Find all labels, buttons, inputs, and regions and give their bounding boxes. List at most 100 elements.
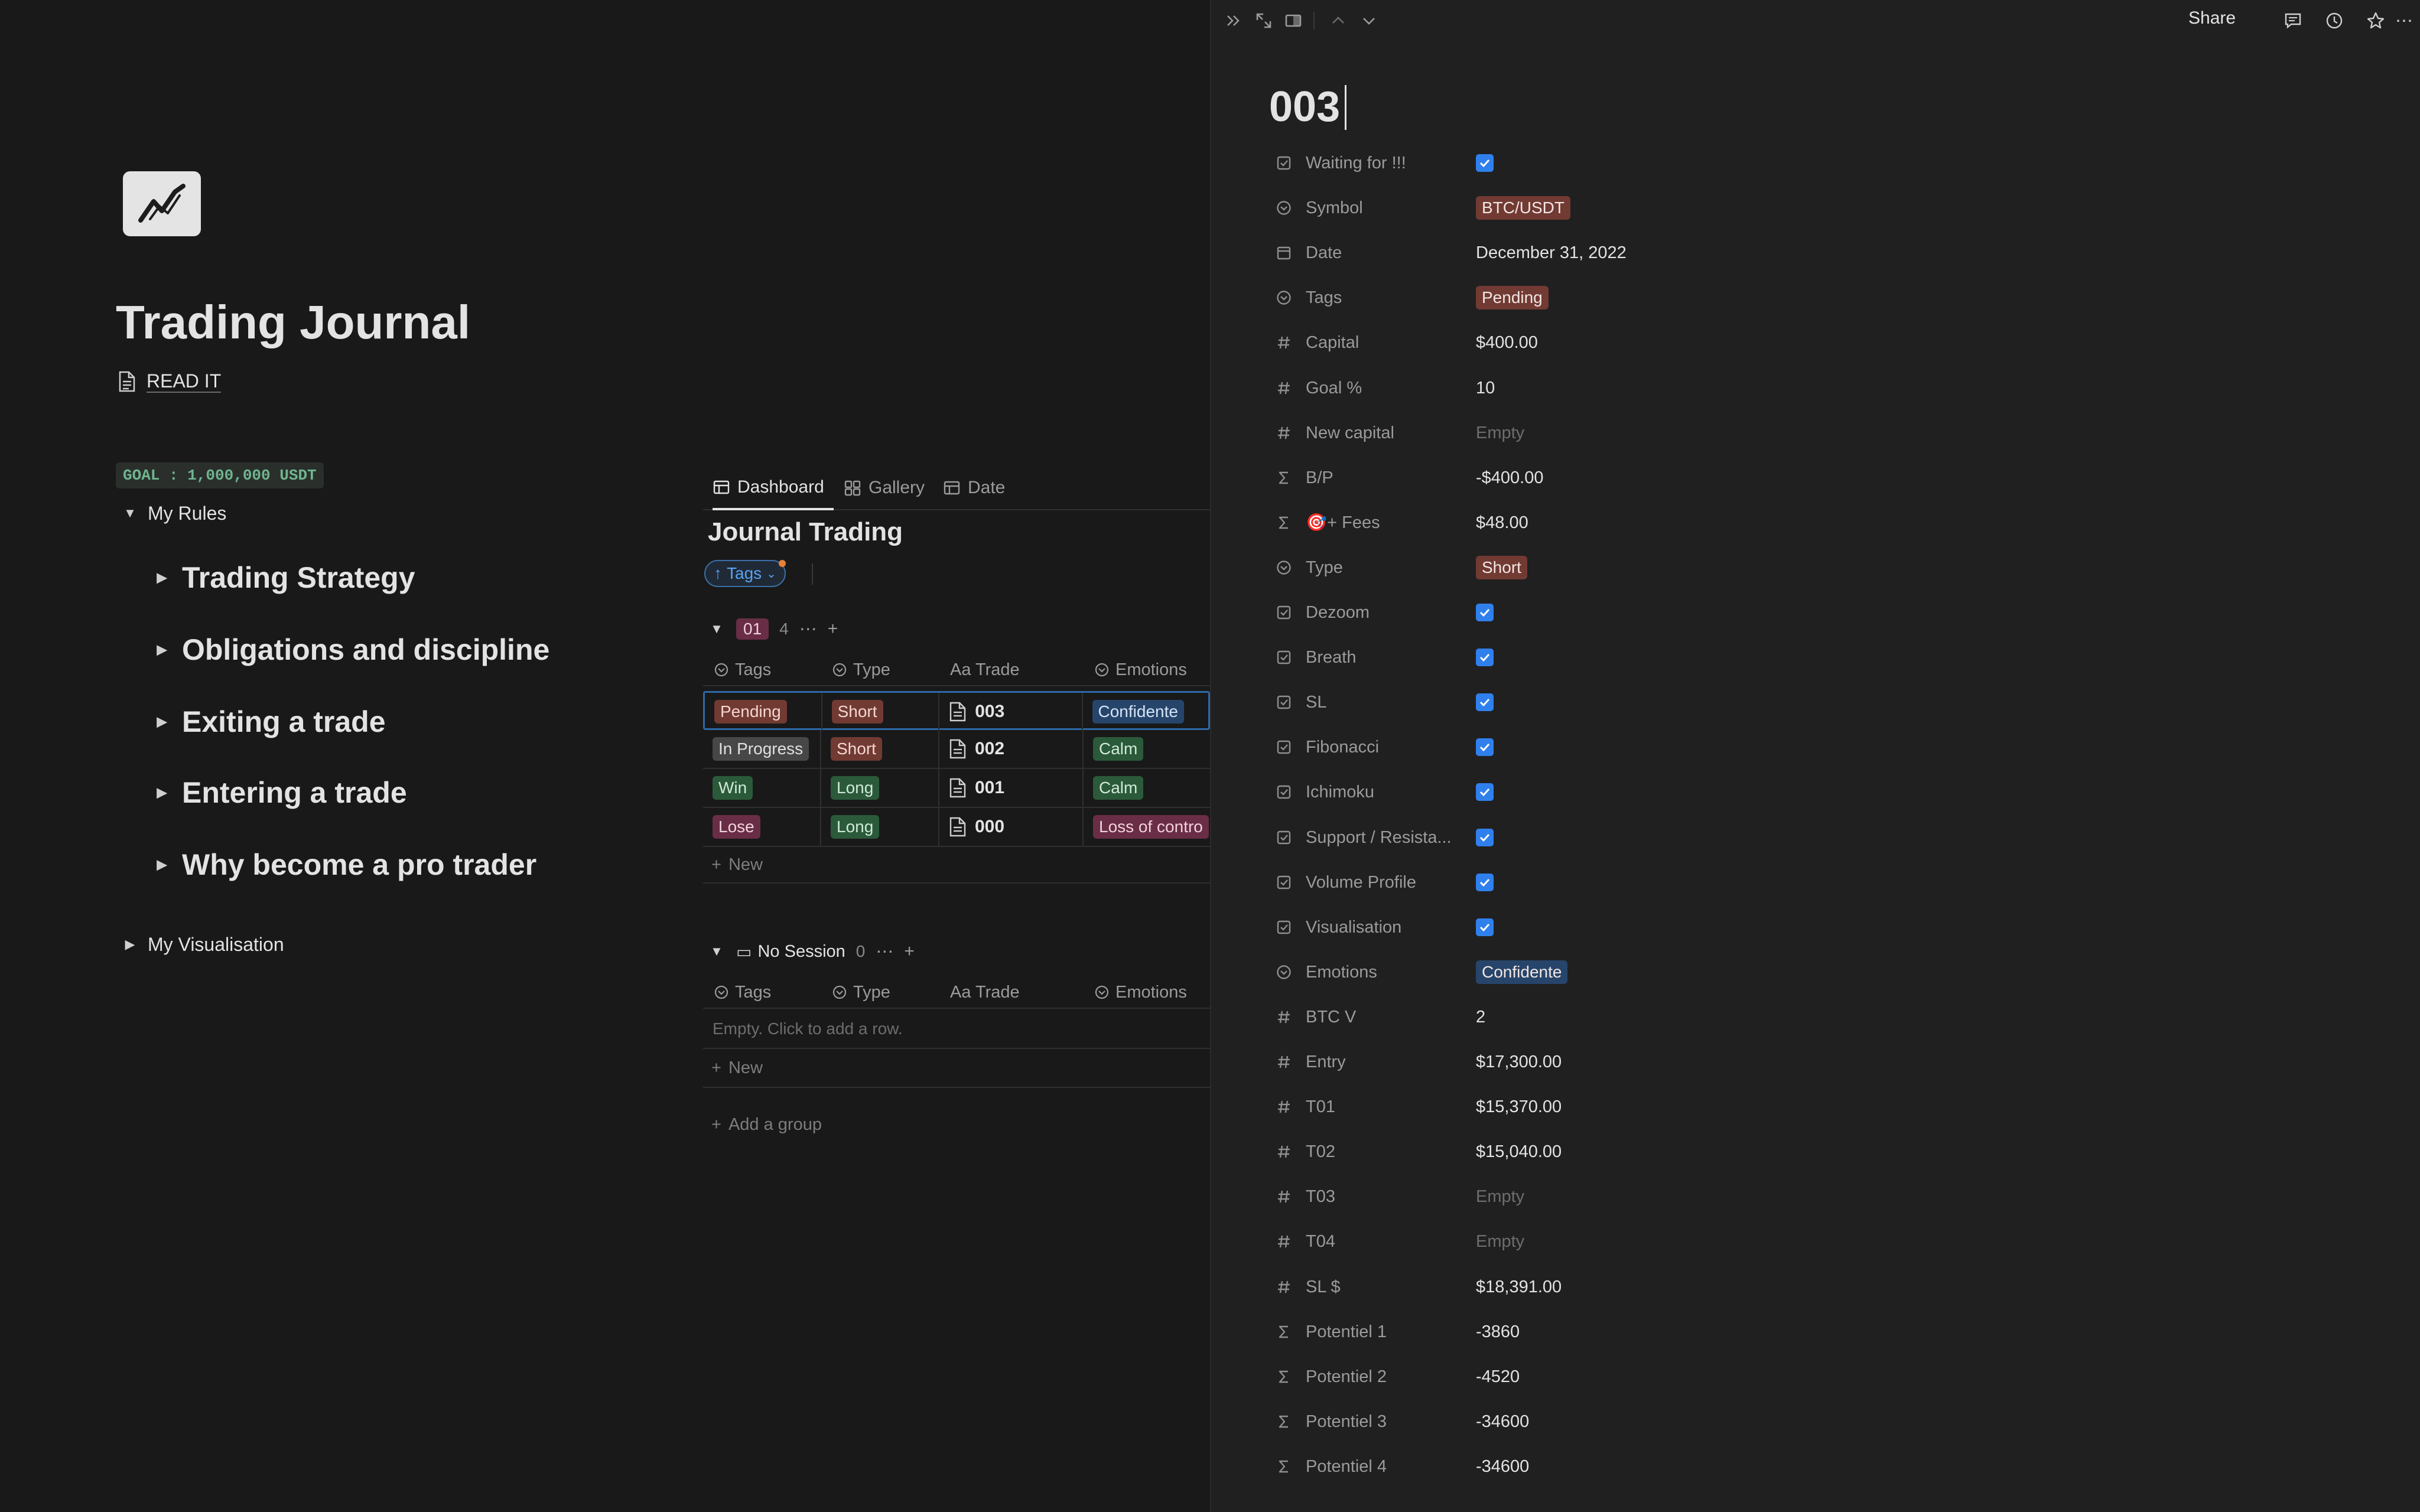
cell-trade[interactable]: 002 xyxy=(939,730,1084,768)
history-icon[interactable] xyxy=(2323,9,2346,32)
cell-type[interactable]: Short xyxy=(821,730,939,768)
property-checkbox-checked[interactable] xyxy=(1476,874,1494,891)
property-value-pill[interactable]: Short xyxy=(1476,556,1527,579)
property-row[interactable]: Waiting for !!! xyxy=(1275,141,2338,185)
cell-emotion[interactable]: Loss of contro xyxy=(1084,808,1210,846)
property-name[interactable]: Date xyxy=(1306,243,1342,262)
property-row[interactable]: Goal % 10 xyxy=(1275,366,2338,410)
chevron-down-icon[interactable] xyxy=(1358,9,1380,32)
property-row[interactable]: New capital Empty xyxy=(1275,410,2338,455)
property-value[interactable]: -$400.00 xyxy=(1476,468,1544,487)
property-checkbox-checked[interactable] xyxy=(1476,829,1494,846)
property-row[interactable]: Potentiel 2 -4520 xyxy=(1275,1354,2338,1399)
toggle-rule-trading-strategy[interactable]: ▶ Trading Strategy xyxy=(150,560,415,595)
property-value[interactable]: $48.00 xyxy=(1476,513,1528,532)
property-name[interactable]: Volume Profile xyxy=(1306,872,1416,892)
triangle-right-icon[interactable]: ▶ xyxy=(157,714,167,729)
property-row[interactable]: T02 $15,040.00 xyxy=(1275,1129,2338,1174)
property-row[interactable]: Tags Pending xyxy=(1275,275,2338,320)
property-name[interactable]: Goal % xyxy=(1306,378,1362,397)
star-icon[interactable] xyxy=(2364,9,2387,32)
property-row[interactable]: SL xyxy=(1275,680,2338,725)
property-value-empty[interactable]: Empty xyxy=(1476,423,1525,442)
property-name[interactable]: Waiting for !!! xyxy=(1306,153,1406,172)
property-value[interactable]: $15,370.00 xyxy=(1476,1097,1562,1116)
property-name[interactable]: B/P xyxy=(1306,468,1333,487)
cell-trade[interactable]: 000 xyxy=(939,808,1084,846)
property-row[interactable]: Type Short xyxy=(1275,545,2338,590)
property-row[interactable]: Breath xyxy=(1275,635,2338,680)
triangle-down-icon[interactable]: ▼ xyxy=(123,506,136,520)
property-row[interactable]: Support / Resista... xyxy=(1275,815,2338,860)
property-row[interactable]: Potentiel 1 -3860 xyxy=(1275,1309,2338,1354)
group-badge[interactable]: 01 xyxy=(736,618,769,640)
property-value-pill[interactable]: Confidente xyxy=(1476,960,1568,984)
property-row[interactable]: Visualisation xyxy=(1275,905,2338,950)
cell-emotion[interactable]: Calm xyxy=(1084,730,1210,768)
property-checkbox-checked[interactable] xyxy=(1476,918,1494,936)
property-row[interactable]: T01 $15,370.00 xyxy=(1275,1084,2338,1129)
database-title[interactable]: Journal Trading xyxy=(708,517,903,546)
property-value-pill[interactable]: BTC/USDT xyxy=(1476,196,1570,220)
empty-row-placeholder[interactable]: Empty. Click to add a row. xyxy=(713,1019,903,1038)
toggle-rule-entering[interactable]: ▶ Entering a trade xyxy=(150,775,407,810)
property-value[interactable]: -34600 xyxy=(1476,1412,1530,1431)
property-name[interactable]: SL $ xyxy=(1306,1277,1341,1296)
table-row[interactable]: Lose Long 000 Loss of contro xyxy=(703,808,1210,847)
property-row[interactable]: Dezoom xyxy=(1275,590,2338,635)
property-name[interactable]: Capital xyxy=(1306,333,1359,352)
property-row[interactable]: Potentiel 4 -34600 xyxy=(1275,1444,2338,1489)
cell-type[interactable]: Short xyxy=(822,693,940,731)
property-name[interactable]: Potentiel 3 xyxy=(1306,1412,1387,1431)
property-name[interactable]: Symbol xyxy=(1306,198,1363,217)
toggle-rule-exiting[interactable]: ▶ Exiting a trade xyxy=(150,704,386,739)
cell-type[interactable]: Long xyxy=(821,769,939,807)
page-title[interactable]: Trading Journal xyxy=(116,296,471,348)
property-name[interactable]: T03 xyxy=(1306,1187,1335,1206)
property-name[interactable]: Support / Resista... xyxy=(1306,827,1452,847)
triangle-right-icon[interactable]: ▶ xyxy=(157,642,167,657)
property-name[interactable]: Emotions xyxy=(1306,962,1377,982)
new-row-button[interactable]: + New xyxy=(711,1050,763,1086)
side-peek-icon[interactable] xyxy=(1282,9,1305,32)
plus-icon[interactable]: + xyxy=(904,941,915,961)
property-name[interactable]: Potentiel 2 xyxy=(1306,1367,1387,1386)
property-name[interactable]: Breath xyxy=(1306,647,1357,667)
property-value[interactable]: $400.00 xyxy=(1476,333,1538,352)
property-value[interactable]: -3860 xyxy=(1476,1322,1520,1341)
chevron-up-icon[interactable] xyxy=(1327,9,1349,32)
property-name[interactable]: 🎯+ Fees xyxy=(1306,513,1380,532)
more-horizontal-icon[interactable]: ⋯ xyxy=(876,941,894,962)
triangle-right-icon[interactable]: ▶ xyxy=(157,570,167,585)
property-name[interactable]: T01 xyxy=(1306,1097,1335,1116)
property-value[interactable]: 10 xyxy=(1476,378,1495,397)
close-peek-icon[interactable] xyxy=(1223,9,1245,32)
column-header-trade[interactable]: Aa Trade xyxy=(939,976,1084,1009)
property-checkbox-checked[interactable] xyxy=(1476,738,1494,756)
property-value[interactable]: 2 xyxy=(1476,1007,1486,1027)
property-name[interactable]: Potentiel 1 xyxy=(1306,1322,1387,1341)
column-header-trade[interactable]: Aa Trade xyxy=(939,653,1084,686)
property-row[interactable]: Ichimoku xyxy=(1275,770,2338,814)
toggle-rule-obligations[interactable]: ▶ Obligations and discipline xyxy=(150,632,550,667)
property-row[interactable]: Volume Profile xyxy=(1275,860,2338,905)
property-value[interactable]: -34600 xyxy=(1476,1456,1530,1476)
cell-trade[interactable]: 003 xyxy=(939,693,1083,731)
property-checkbox-checked[interactable] xyxy=(1476,604,1494,621)
toggle-rule-why-pro[interactable]: ▶ Why become a pro trader xyxy=(150,847,537,882)
property-name[interactable]: New capital xyxy=(1306,423,1394,442)
property-row[interactable]: Emotions Confidente xyxy=(1275,950,2338,995)
cell-emotion[interactable]: Calm xyxy=(1084,769,1210,807)
property-name[interactable]: BTC V xyxy=(1306,1007,1357,1027)
triangle-right-icon[interactable]: ▶ xyxy=(125,937,135,951)
triangle-down-icon[interactable]: ▼ xyxy=(710,621,723,636)
cell-tag[interactable]: In Progress xyxy=(703,730,821,768)
tab-gallery[interactable]: Gallery xyxy=(844,467,925,509)
property-row[interactable]: Fibonacci xyxy=(1275,725,2338,770)
plus-icon[interactable]: + xyxy=(827,619,838,638)
cell-tag[interactable]: Lose xyxy=(703,808,821,846)
property-value[interactable]: $18,391.00 xyxy=(1476,1277,1562,1296)
column-header-tags[interactable]: Tags xyxy=(703,976,821,1009)
property-name[interactable]: Entry xyxy=(1306,1052,1346,1071)
property-row[interactable]: Potentiel 3 -34600 xyxy=(1275,1399,2338,1444)
